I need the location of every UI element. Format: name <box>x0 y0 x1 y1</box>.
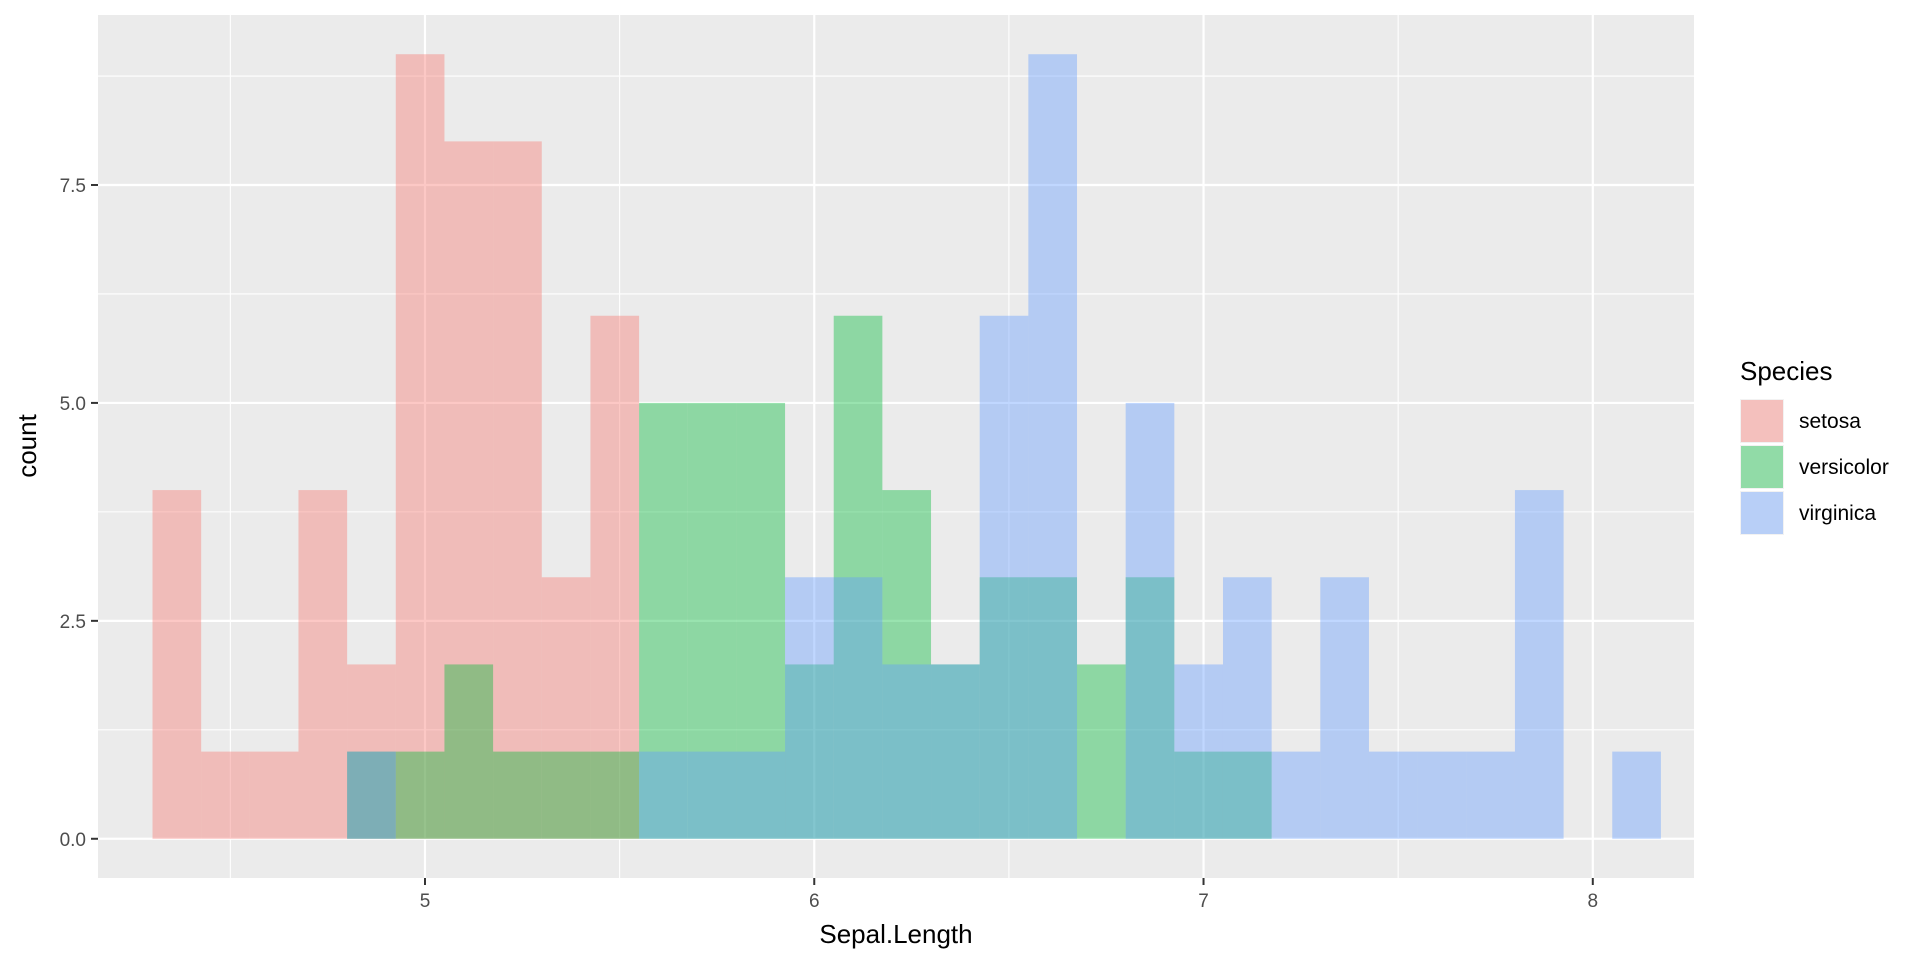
legend-title: Species <box>1740 356 1833 386</box>
bar-virginica <box>931 664 980 839</box>
x-axis-title: Sepal.Length <box>819 919 972 949</box>
x-tick-label: 7 <box>1198 891 1209 912</box>
bar-setosa <box>249 751 299 839</box>
y-tick-label: 5.0 <box>60 394 86 415</box>
legend-item-versicolor: versicolor <box>1740 445 1889 489</box>
bar-setosa <box>347 664 396 839</box>
x-axis: 5 6 7 8 <box>420 878 1598 912</box>
bar-versicolor <box>444 664 494 839</box>
bar-versicolor <box>882 490 932 839</box>
bar-versicolor <box>736 402 786 839</box>
legend-key-virginica <box>1741 492 1783 534</box>
bar-setosa <box>444 141 494 839</box>
bar-versicolor <box>347 751 396 839</box>
legend: Species setosa versicolor virginica <box>1740 356 1889 535</box>
bar-virginica <box>1612 751 1661 839</box>
bar-virginica <box>833 577 883 839</box>
legend-key-versicolor <box>1741 446 1783 488</box>
legend-label-versicolor: versicolor <box>1799 456 1889 479</box>
legend-items: setosa versicolor virginica <box>1740 399 1889 535</box>
legend-key-background <box>1740 399 1784 443</box>
bar-versicolor <box>1222 751 1272 839</box>
bar-virginica <box>1174 664 1223 839</box>
bar-virginica <box>1466 751 1515 839</box>
bar-virginica <box>347 751 396 839</box>
y-tick-label: 0.0 <box>60 830 86 851</box>
legend-key-background <box>1740 445 1784 489</box>
y-tick-label: 2.5 <box>60 612 86 633</box>
bar-virginica <box>979 315 1029 839</box>
bar-virginica <box>1125 402 1175 839</box>
bar-setosa <box>493 141 542 839</box>
legend-label-virginica: virginica <box>1799 502 1876 525</box>
bar-setosa <box>298 490 348 839</box>
bar-versicolor <box>1125 577 1175 839</box>
bar-setosa <box>395 54 445 839</box>
bar-versicolor <box>687 402 737 839</box>
bar-versicolor <box>1077 664 1126 839</box>
bar-versicolor <box>1174 751 1223 839</box>
bar-virginica <box>1028 54 1078 839</box>
bar-virginica <box>1320 577 1369 839</box>
bar-versicolor <box>395 751 445 839</box>
bar-virginica <box>882 664 932 839</box>
bar-versicolor <box>979 577 1029 839</box>
legend-item-virginica: virginica <box>1740 491 1876 535</box>
major-gridlines <box>98 15 1694 878</box>
series-versicolor <box>347 315 1272 839</box>
bar-setosa <box>541 577 591 839</box>
bar-versicolor <box>785 664 834 839</box>
panel-background <box>98 15 1694 878</box>
bar-virginica <box>1368 751 1418 839</box>
bar-versicolor <box>590 751 640 839</box>
bar-virginica <box>1514 490 1564 839</box>
bar-virginica <box>687 751 737 839</box>
x-tick-label: 5 <box>420 891 431 912</box>
bar-setosa <box>590 315 640 839</box>
series-setosa <box>152 54 640 839</box>
bar-versicolor <box>1028 577 1078 839</box>
bar-virginica <box>1271 751 1321 839</box>
x-tick-label: 8 <box>1588 891 1599 912</box>
bar-virginica <box>785 577 834 839</box>
bar-versicolor <box>493 751 542 839</box>
bar-setosa <box>152 490 202 839</box>
x-tick-label: 6 <box>809 891 820 912</box>
legend-key-background <box>1740 491 1784 535</box>
y-axis-title: count <box>12 413 42 477</box>
histogram-bars <box>152 54 1661 839</box>
bar-versicolor <box>833 315 883 839</box>
bar-virginica <box>736 751 786 839</box>
legend-item-setosa: setosa <box>1740 399 1861 443</box>
minor-gridlines <box>98 15 1694 878</box>
bar-versicolor <box>931 664 980 839</box>
bar-setosa <box>201 751 250 839</box>
bar-versicolor <box>541 751 591 839</box>
legend-label-setosa: setosa <box>1799 410 1861 433</box>
y-tick-label: 7.5 <box>60 176 86 197</box>
bar-versicolor <box>639 402 688 839</box>
y-axis: 0.0 2.5 5.0 7.5 <box>60 176 98 851</box>
bar-virginica <box>1222 577 1272 839</box>
legend-key-setosa <box>1741 400 1783 442</box>
series-virginica <box>347 54 1661 839</box>
bar-virginica <box>639 751 688 839</box>
bar-virginica <box>1417 751 1467 839</box>
